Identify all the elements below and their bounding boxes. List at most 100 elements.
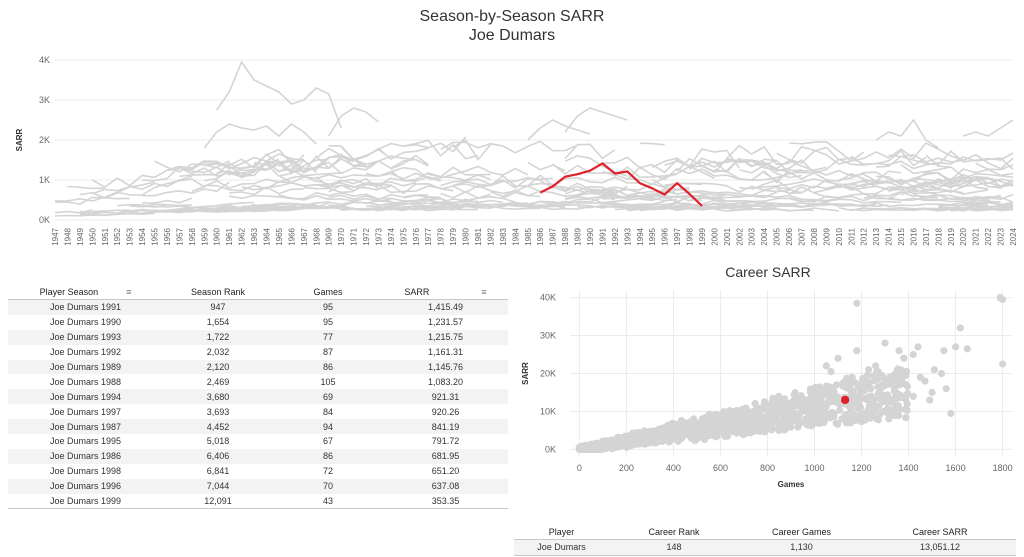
x-tick-label: 1600: [946, 463, 966, 473]
table-cell: 681.95: [383, 448, 508, 464]
table-row[interactable]: Joe Dumars 1995 5,018 67 791.72: [8, 434, 508, 449]
background-series-line: [739, 178, 927, 190]
table-row[interactable]: Joe Dumars 1998 6,841 72 651.20: [8, 464, 508, 479]
background-series-line: [440, 184, 628, 195]
scatter-point: [784, 423, 792, 431]
scatter-point: [686, 428, 694, 436]
background-series-line: [315, 147, 429, 161]
table-row[interactable]: Joe Dumars 1994 3,680 69 921.31: [8, 389, 508, 405]
x-tick-label: 1948: [63, 227, 72, 245]
career-scatter-chart[interactable]: 0K 10K 20K 30K 40K 0 200 400 600 800 1000 1200 1400 1…: [512, 282, 1024, 492]
scatter-point: [607, 437, 615, 445]
background-series-line: [291, 169, 342, 177]
background-series-line: [913, 171, 1014, 184]
background-series-line: [639, 188, 727, 198]
header-career-games[interactable]: Career Games: [739, 524, 864, 540]
background-series-line: [216, 61, 342, 129]
x-axis-label: Games: [778, 480, 805, 489]
table-row[interactable]: Joe Dumars 1997 3,693 84 920.26: [8, 404, 508, 419]
background-series-line: [751, 179, 877, 191]
header-sarr[interactable]: SARR ≡: [383, 284, 508, 300]
table-cell: 12,091: [163, 493, 273, 510]
sort-icon[interactable]: ≡: [126, 286, 132, 297]
y-tick-label: 10K: [540, 406, 556, 416]
background-series-line: [577, 203, 653, 209]
x-tick-label: 1000: [804, 463, 824, 473]
table-cell: Joe Dumars 1997: [49, 406, 122, 417]
scatter-point: [811, 419, 819, 427]
table-row[interactable]: Joe Dumars 1993 1,722 77 1,215.75: [8, 329, 508, 345]
table-row[interactable]: Joe Dumars 1999 12,091 43 353.35: [8, 493, 508, 510]
background-series-line: [875, 119, 939, 149]
table-cell: Joe Dumars 1993: [8, 329, 163, 345]
table-row[interactable]: Joe Dumars 1987 4,452 94 841.19: [8, 419, 508, 435]
header-player[interactable]: Player: [514, 524, 609, 540]
background-series-line: [962, 199, 1014, 206]
scatter-point: [947, 409, 955, 417]
sort-icon[interactable]: ≡: [481, 286, 487, 297]
season-line-chart[interactable]: 0K 1K 2K 3K 4K SARR 1947 1948 1949 1950 1951 1952 19…: [0, 50, 1024, 265]
scatter-point: [812, 398, 820, 406]
table-cell: Joe Dumars 1999: [8, 493, 163, 510]
background-series-line: [602, 186, 690, 194]
scatter-point: [734, 418, 742, 427]
scatter-point: [762, 424, 770, 432]
x-tick-label: 2024: [1009, 227, 1018, 245]
background-series-line: [900, 164, 964, 178]
table-row[interactable]: Joe Dumars 148 1,130 13,051.12: [514, 539, 1016, 556]
x-tick-label: 1979: [449, 227, 458, 245]
background-series-line: [602, 188, 640, 197]
table-row[interactable]: Joe Dumars 1996 7,044 70 637.08: [8, 478, 508, 494]
background-series-line: [564, 143, 616, 160]
scatter-point: [775, 425, 783, 433]
background-series-line: [913, 193, 1001, 201]
scatter-point: [928, 388, 936, 397]
scatter-point: [874, 394, 882, 402]
background-series-line: [428, 197, 504, 205]
x-tick-label: 1953: [126, 227, 135, 245]
table-row[interactable]: Joe Dumars 1989 2,120 86 1,145.76: [8, 359, 508, 375]
scatter-point: [751, 400, 759, 408]
table-cell: 86: [273, 359, 383, 375]
scatter-point: [895, 411, 903, 419]
header-games[interactable]: Games: [273, 284, 383, 300]
x-tick-label: 2021: [972, 227, 981, 245]
background-series-line: [415, 205, 541, 210]
scatter-point: [743, 406, 751, 414]
header-season-rank[interactable]: Season Rank: [163, 284, 273, 300]
x-tick-label: 1981: [474, 227, 483, 245]
scatter-point: [618, 440, 627, 448]
x-tick-label: 2023: [997, 227, 1006, 245]
header-career-rank[interactable]: Career Rank: [609, 524, 739, 540]
x-tick-label: 1954: [138, 227, 147, 245]
header-player-season[interactable]: Player Season ≡: [8, 284, 163, 300]
background-series-line: [440, 140, 578, 154]
scatter-point: [577, 444, 586, 452]
table-cell: Joe Dumars: [514, 539, 609, 556]
scatter-point: [714, 416, 722, 425]
table-row[interactable]: Joe Dumars 1990 1,654 95 1,231.57: [8, 315, 508, 330]
table-cell: 67: [322, 436, 333, 447]
background-series-line: [403, 139, 479, 160]
scatter-point: [853, 416, 861, 424]
x-tick-label: 1992: [611, 227, 620, 245]
background-series-line: [789, 141, 964, 162]
x-tick-label: 1982: [486, 227, 495, 245]
x-tick-label: 1960: [213, 227, 222, 245]
table-cell: 70: [273, 478, 383, 494]
season-table: Player Season ≡ Season Rank Games SARR ≡ J…: [8, 284, 508, 510]
table-row[interactable]: Joe Dumars 1988 2,469 105 1,083.20: [8, 374, 508, 389]
table-cell: Joe Dumars 1996: [8, 478, 163, 494]
x-tick-label: 1994: [636, 227, 645, 245]
x-tick-label: 1970: [337, 227, 346, 245]
background-series-line: [950, 207, 1014, 212]
table-cell: 3,693: [206, 406, 230, 417]
scatter-point: [916, 373, 924, 381]
table-row[interactable]: Joe Dumars 1991 947 95 1,415.49: [8, 299, 508, 315]
x-tick-label: 1978: [437, 227, 446, 245]
header-label: Player Season: [39, 286, 99, 297]
header-career-sarr[interactable]: Career SARR: [864, 524, 1016, 540]
table-row[interactable]: Joe Dumars 1992 2,032 87 1,161.31: [8, 345, 508, 360]
background-series-line: [938, 204, 1014, 210]
table-row[interactable]: Joe Dumars 1986 6,406 86 681.95: [8, 448, 508, 464]
